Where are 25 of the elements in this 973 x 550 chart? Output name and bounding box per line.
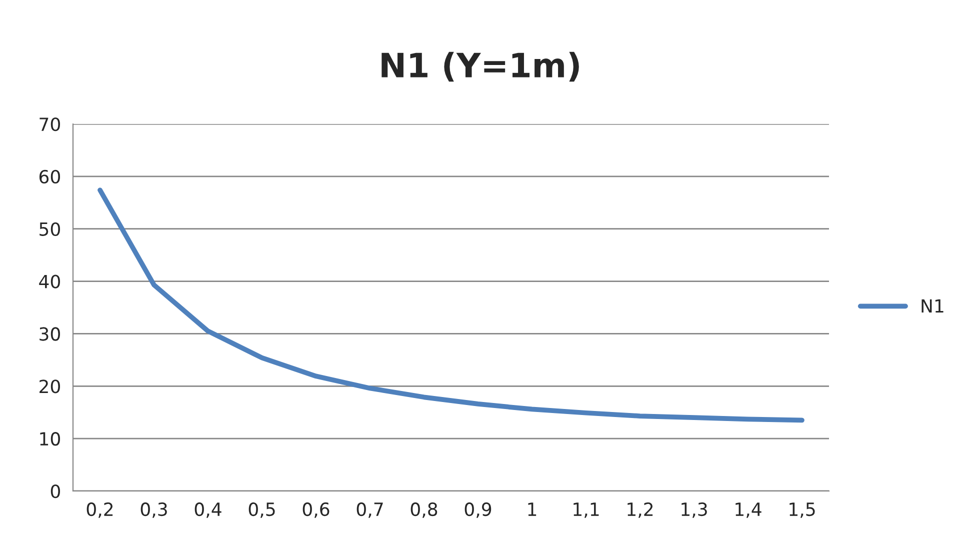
line-series	[98, 188, 804, 423]
y-tick-label: 30	[40, 327, 60, 341]
x-tick-label: 0,7	[356, 502, 383, 518]
legend-label: N1	[922, 299, 944, 312]
x-tick-label: 0,5	[248, 502, 275, 518]
x-tick-label: 0,6	[302, 502, 330, 518]
y-tick-label: 40	[39, 274, 60, 288]
y-tick-label: 0	[50, 484, 60, 498]
x-tick-label: 0,2	[86, 502, 113, 518]
x-tick-label: 1,3	[682, 502, 707, 518]
x-tick-label: 0,9	[464, 502, 492, 518]
x-tick-label: 1,1	[574, 502, 599, 518]
x-tick-label: 1,2	[628, 502, 653, 518]
y-tick-label: 60	[39, 170, 60, 184]
x-tick-label: 1	[528, 502, 536, 516]
x-tick-label: 0,8	[410, 502, 438, 518]
y-tick-label: 10	[40, 432, 60, 446]
y-tick-label: 70	[40, 117, 60, 132]
x-tick-label: 1,5	[790, 502, 815, 518]
y-tick-label: 50	[40, 222, 60, 236]
x-tick-label: 1,4	[736, 502, 762, 518]
y-tick-label: 20	[40, 380, 60, 394]
chart-title: N1 (Y=1m)	[382, 52, 579, 82]
x-tick-label: 0,3	[140, 502, 167, 518]
x-tick-label: 0,4	[194, 502, 222, 518]
